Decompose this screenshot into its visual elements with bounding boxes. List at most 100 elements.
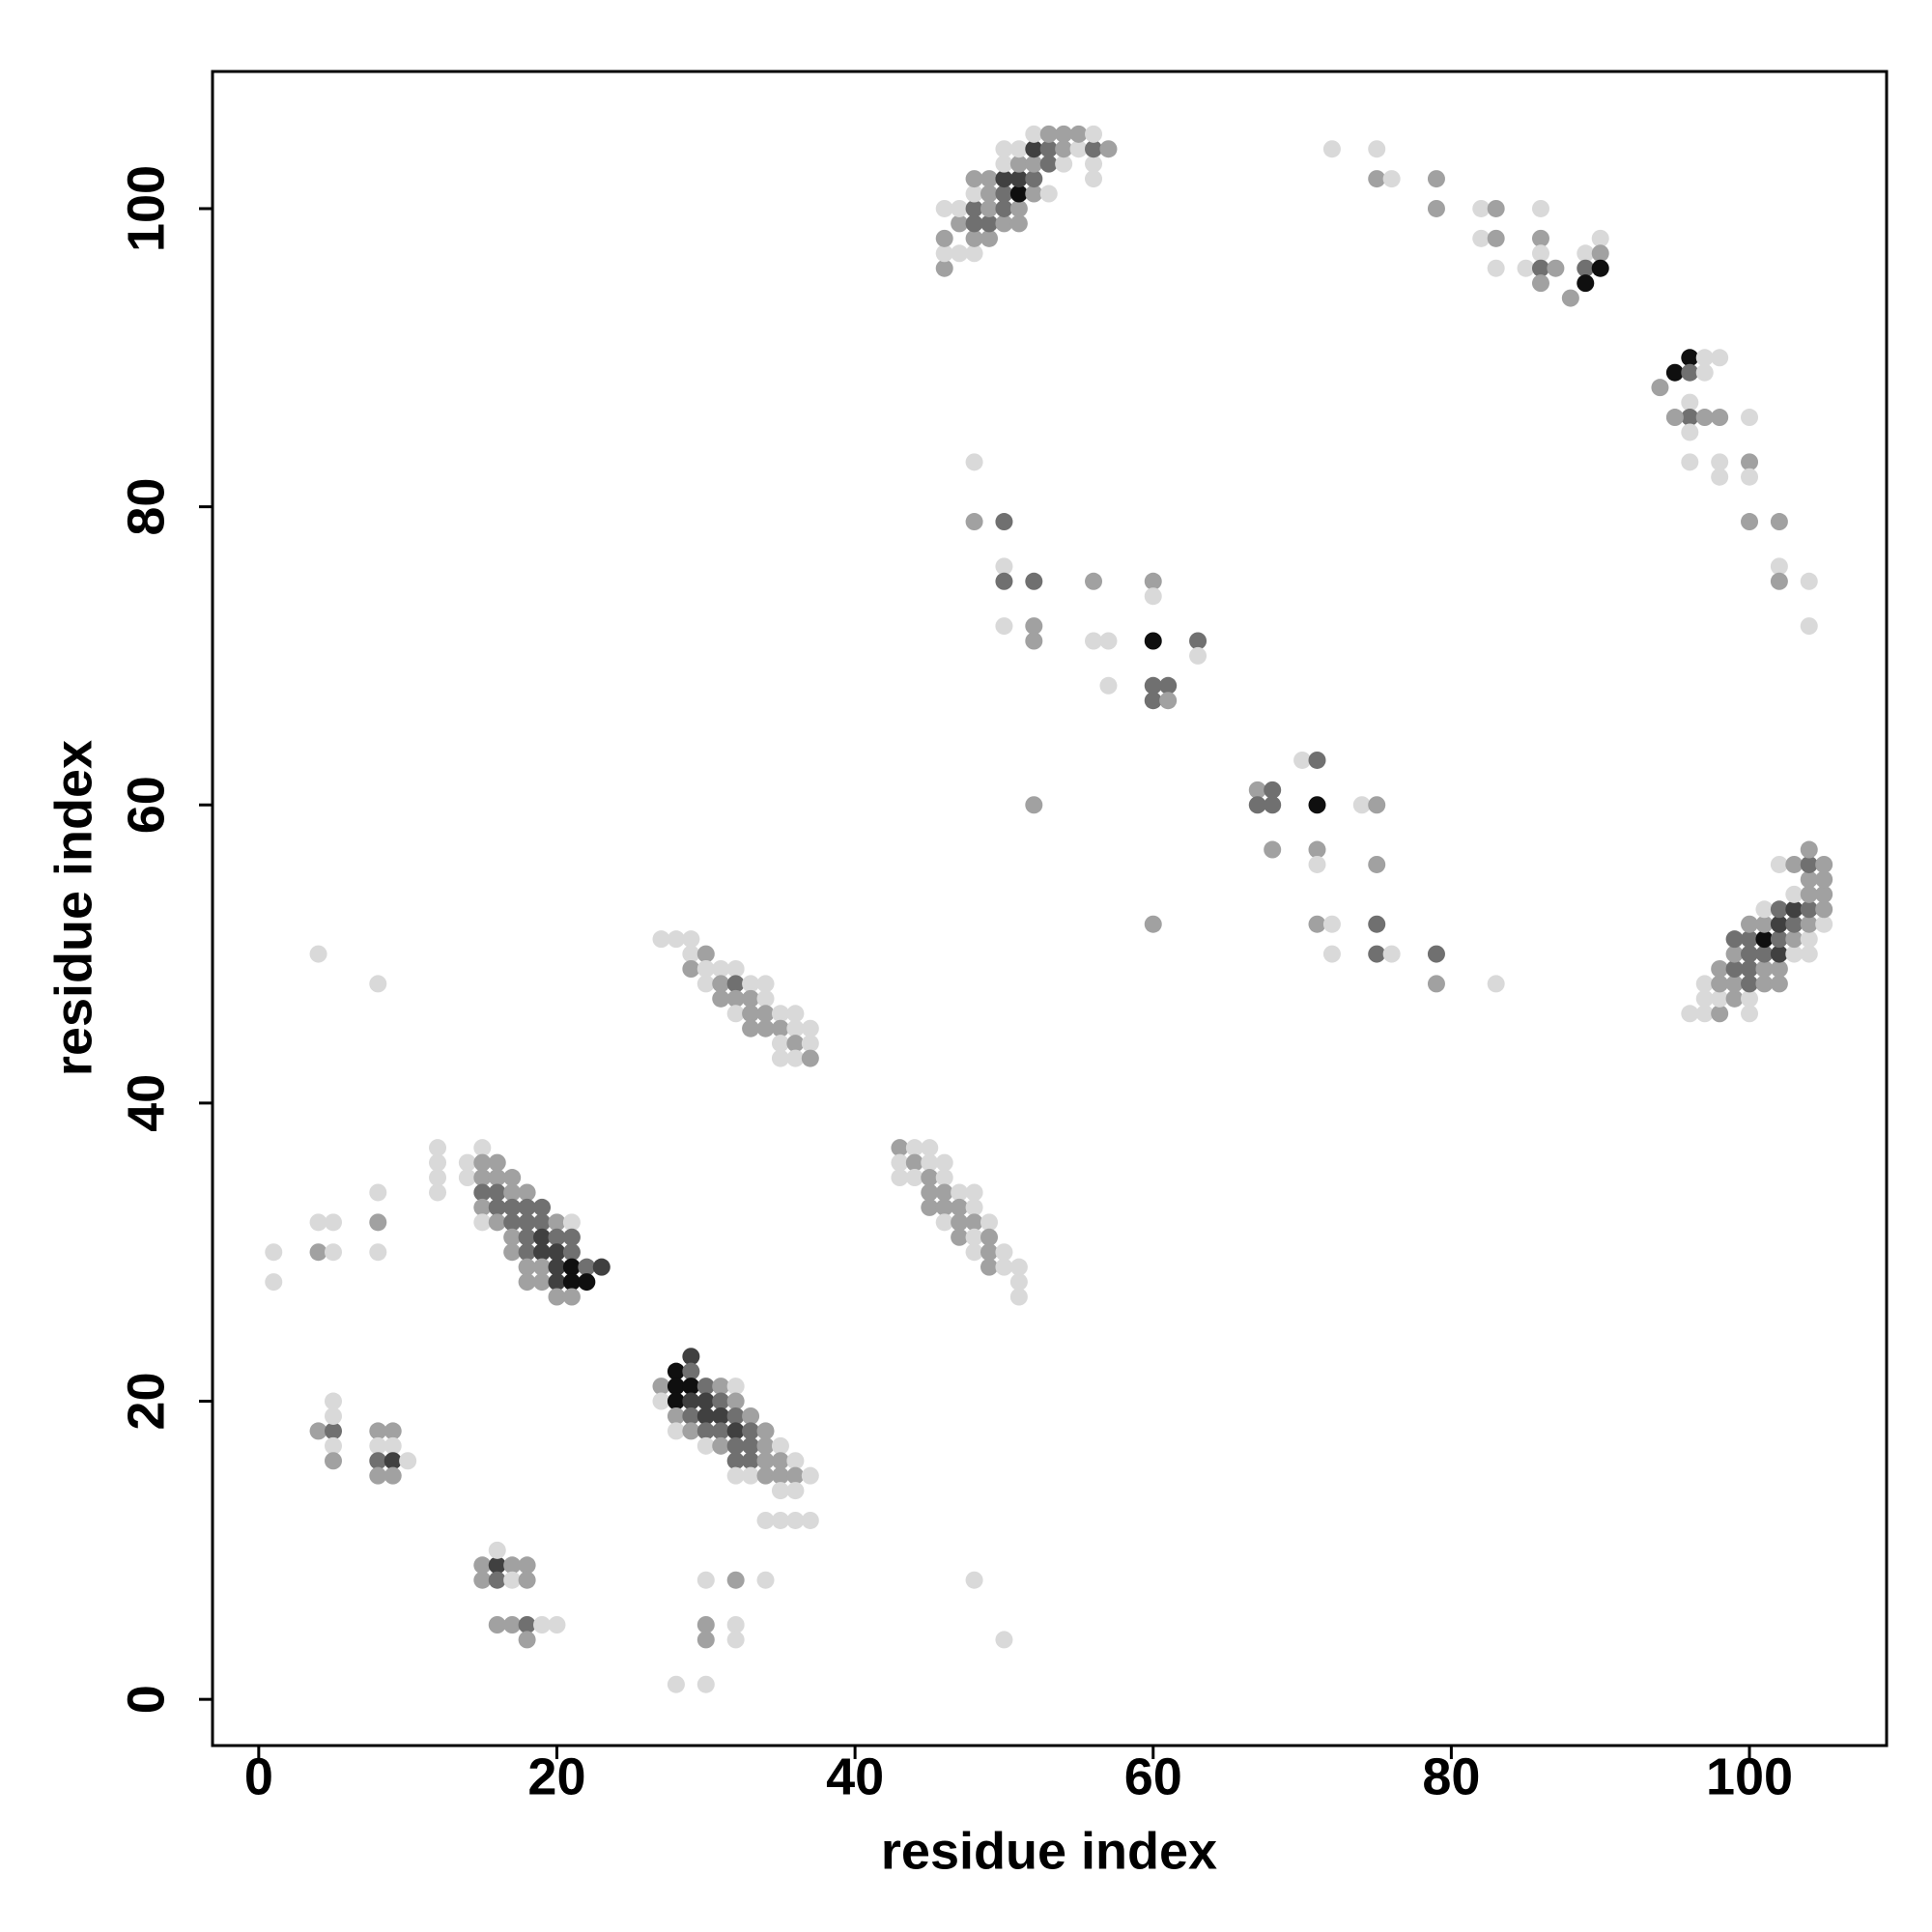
contact-point [324, 1436, 342, 1455]
contact-point [1144, 632, 1162, 650]
contact-point [1085, 155, 1103, 173]
x-axis-title: residue index [881, 1822, 1217, 1880]
contact-point [1085, 140, 1103, 158]
contact-point [786, 1035, 805, 1053]
contact-point [1487, 975, 1505, 993]
contact-point [756, 1511, 775, 1529]
contact-point [995, 214, 1013, 233]
contact-point [682, 1406, 700, 1425]
contact-point [965, 244, 983, 263]
contact-point [1039, 185, 1058, 203]
contact-point [995, 170, 1013, 188]
contact-point [1681, 393, 1699, 412]
contact-point [1800, 855, 1818, 873]
contact-point [324, 1452, 342, 1470]
contact-point [951, 1228, 969, 1246]
contact-point [533, 1213, 552, 1232]
contact-point [309, 1422, 327, 1440]
contact-point [533, 1198, 552, 1216]
contact-point [1427, 975, 1445, 993]
contact-point [1144, 692, 1162, 710]
contact-point [786, 1466, 805, 1485]
contact-point [742, 1019, 760, 1037]
contact-point [562, 1213, 581, 1232]
contact-point [518, 1183, 536, 1202]
contact-point [1800, 870, 1818, 889]
contact-point [1264, 781, 1282, 799]
contact-point [771, 1466, 789, 1485]
contact-point [995, 140, 1013, 158]
contact-point [1382, 945, 1401, 963]
contact-point [905, 1153, 923, 1172]
contact-point [1561, 289, 1579, 307]
contact-point [1085, 572, 1103, 590]
contact-point [473, 1169, 492, 1187]
contact-point [458, 1153, 476, 1172]
contact-point [1770, 855, 1788, 873]
contact-point [1785, 885, 1804, 903]
contact-point [503, 1198, 522, 1216]
contact-point [786, 1482, 805, 1500]
contact-point [682, 945, 700, 963]
contact-point [786, 1511, 805, 1529]
contact-point [429, 1153, 447, 1172]
contact-point [503, 1243, 522, 1262]
contact-point [667, 930, 685, 949]
contact-point [995, 185, 1013, 203]
contact-point [726, 1378, 745, 1396]
contact-point [742, 1406, 760, 1425]
contact-point [1711, 1005, 1729, 1023]
contact-point [742, 989, 760, 1008]
contact-point [951, 1198, 969, 1216]
contact-point [1711, 975, 1729, 993]
contact-point [1695, 989, 1714, 1008]
contact-point [488, 1153, 506, 1172]
x-tick-label: 60 [1124, 1747, 1182, 1805]
contact-point [965, 1198, 983, 1216]
contact-point [1800, 900, 1818, 919]
contact-point [1800, 915, 1818, 933]
contact-point [1368, 140, 1386, 158]
x-tick-label: 100 [1706, 1747, 1793, 1805]
contact-point [682, 1362, 700, 1380]
contact-point [1695, 363, 1714, 382]
contact-point [488, 1571, 506, 1589]
contact-point [1308, 855, 1326, 873]
contact-point [1695, 349, 1714, 367]
contact-point [503, 1169, 522, 1187]
contact-point [712, 975, 730, 993]
contact-point [682, 1392, 700, 1410]
contact-point [562, 1288, 581, 1306]
contact-point [369, 1183, 387, 1202]
contact-point [742, 1005, 760, 1023]
contact-point [696, 975, 715, 993]
contact-point [1725, 975, 1744, 993]
contact-point [548, 1273, 566, 1292]
contact-point [309, 1213, 327, 1232]
contact-point [324, 1406, 342, 1425]
contact-point [1785, 915, 1804, 933]
contact-point [965, 170, 983, 188]
contact-point [1264, 840, 1282, 859]
contact-point [935, 1153, 953, 1172]
contact-point [1785, 945, 1804, 963]
contact-point [980, 1228, 999, 1246]
contact-point [1770, 930, 1788, 949]
contact-point [384, 1422, 402, 1440]
contact-point [1055, 155, 1073, 173]
contact-point [667, 1422, 685, 1440]
contact-point [1741, 930, 1759, 949]
contact-point [1531, 244, 1549, 263]
contact-point [1009, 1258, 1028, 1276]
contact-point [771, 1049, 789, 1067]
contact-point [533, 1616, 552, 1634]
contact-point [473, 1571, 492, 1589]
contact-point [696, 1436, 715, 1455]
y-axis-title: residue index [44, 740, 102, 1076]
contact-point [1800, 885, 1818, 903]
contact-point [980, 1258, 999, 1276]
contact-point [951, 214, 969, 233]
contact-point [712, 1392, 730, 1410]
contact-point [1815, 900, 1833, 919]
contact-point [756, 975, 775, 993]
